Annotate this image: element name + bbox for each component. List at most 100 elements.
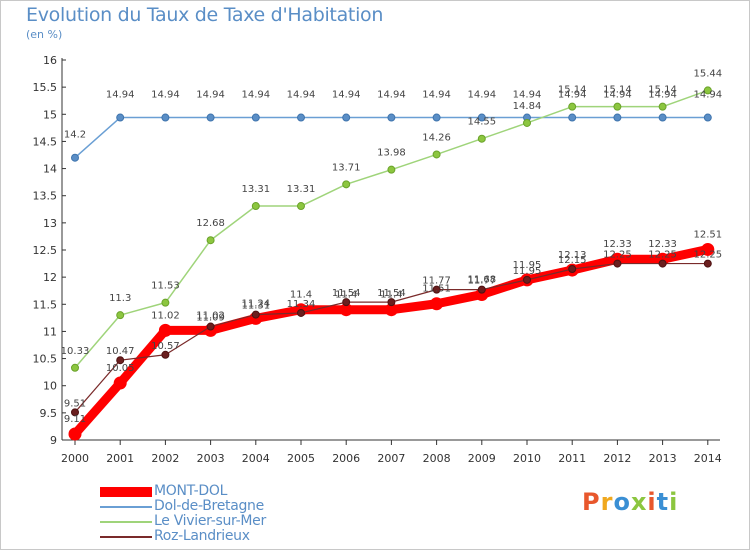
data-point-roz-landrieux — [658, 259, 667, 268]
y-tick-label: 11 — [43, 325, 57, 338]
logo-letter: o — [613, 488, 631, 516]
data-point-le-vivier-sur-mer — [342, 180, 351, 189]
logo-letter: P — [582, 488, 601, 516]
data-point-le-vivier-sur-mer — [206, 236, 215, 245]
data-label-roz-landrieux: 11.77 — [422, 276, 451, 287]
data-point-roz-landrieux — [432, 285, 441, 294]
x-tick-label: 2010 — [513, 452, 541, 465]
x-tick-label: 2000 — [61, 452, 89, 465]
data-point-le-vivier-sur-mer — [477, 134, 486, 143]
data-label-mont-dol: 11.95 — [513, 260, 542, 271]
data-label-roz-landrieux: 11.95 — [513, 266, 542, 277]
logo-letter: x — [630, 488, 648, 516]
data-point-roz-landrieux — [703, 259, 712, 268]
data-label-dol-de-bretagne: 14.94 — [693, 90, 722, 101]
data-label-roz-landrieux: 11.34 — [287, 299, 316, 310]
data-label-dol-de-bretagne: 14.94 — [467, 90, 496, 101]
data-point-roz-landrieux — [251, 310, 260, 319]
data-label-le-vivier-sur-mer: 10.33 — [61, 346, 90, 357]
data-label-mont-dol: 11.4 — [335, 290, 357, 301]
data-label-le-vivier-sur-mer: 12.68 — [196, 218, 225, 229]
legend-label: MONT-DOL — [154, 483, 228, 499]
data-label-dol-de-bretagne: 14.94 — [196, 90, 225, 101]
data-label-mont-dol: 11.68 — [467, 275, 496, 286]
logo-letter: t — [656, 488, 670, 516]
y-tick-label: 11.5 — [33, 298, 58, 311]
data-label-dol-de-bretagne: 14.94 — [151, 90, 180, 101]
x-tick-label: 2014 — [694, 452, 722, 465]
data-label-mont-dol: 11.4 — [290, 290, 312, 301]
data-label-mont-dol: 11.02 — [196, 310, 225, 321]
data-label-le-vivier-sur-mer: 15.14 — [648, 85, 677, 96]
x-tick-label: 2004 — [242, 452, 270, 465]
data-label-mont-dol: 11.02 — [151, 310, 180, 321]
data-point-le-vivier-sur-mer — [703, 86, 712, 95]
data-label-le-vivier-sur-mer: 13.98 — [377, 148, 406, 159]
data-point-le-vivier-sur-mer — [251, 202, 260, 211]
data-label-le-vivier-sur-mer: 15.14 — [603, 85, 632, 96]
x-tick-label: 2011 — [558, 452, 586, 465]
x-tick-label: 2008 — [423, 452, 451, 465]
legend-swatch — [100, 520, 152, 523]
data-point-dol-de-bretagne — [206, 113, 215, 122]
data-point-dol-de-bretagne — [116, 113, 125, 122]
data-point-le-vivier-sur-mer — [568, 102, 577, 111]
legend-item: Le Vivier-sur-Mer — [100, 514, 266, 529]
data-label-roz-landrieux: 9.51 — [64, 398, 86, 409]
data-label-roz-landrieux: 12.25 — [648, 250, 677, 261]
data-point-dol-de-bretagne — [161, 113, 170, 122]
data-point-le-vivier-sur-mer — [613, 102, 622, 111]
y-tick-label: 15.5 — [33, 81, 58, 94]
data-label-le-vivier-sur-mer: 11.3 — [109, 293, 131, 304]
data-point-roz-landrieux — [523, 275, 531, 284]
x-tick-label: 2007 — [377, 452, 405, 465]
data-point-mont-dol — [430, 297, 444, 311]
data-label-le-vivier-sur-mer: 15.14 — [558, 85, 587, 96]
data-label-le-vivier-sur-mer: 14.55 — [467, 117, 496, 128]
data-point-dol-de-bretagne — [71, 153, 79, 162]
legend: MONT-DOL Dol-de-Bretagne Le Vivier-sur-Mer… — [100, 484, 266, 544]
data-label-dol-de-bretagne: 14.94 — [558, 90, 587, 101]
y-tick-label: 13 — [43, 217, 57, 230]
data-point-roz-landrieux — [71, 408, 79, 417]
legend-swatch — [100, 535, 152, 538]
data-point-dol-de-bretagne — [613, 113, 622, 122]
y-tick-label: 9.5 — [40, 407, 58, 420]
data-label-mont-dol: 10.05 — [106, 363, 135, 374]
x-tick-label: 2006 — [332, 452, 360, 465]
data-label-roz-landrieux: 12.15 — [558, 255, 587, 266]
data-label-dol-de-bretagne: 14.94 — [106, 90, 135, 101]
data-point-roz-landrieux — [342, 298, 351, 307]
data-point-roz-landrieux — [116, 356, 125, 365]
data-label-roz-landrieux: 11.54 — [377, 288, 406, 299]
data-label-le-vivier-sur-mer: 13.31 — [241, 184, 270, 195]
legend-item: MONT-DOL — [100, 484, 266, 499]
data-point-roz-landrieux — [613, 259, 622, 268]
data-label-dol-de-bretagne: 14.94 — [422, 90, 451, 101]
data-point-mont-dol — [113, 376, 127, 390]
data-label-le-vivier-sur-mer: 14.84 — [513, 101, 542, 112]
x-tick-label: 2003 — [197, 452, 225, 465]
x-tick-label: 2009 — [468, 452, 496, 465]
data-point-le-vivier-sur-mer — [297, 202, 305, 211]
x-tick-label: 2012 — [603, 452, 631, 465]
series-layer — [68, 86, 715, 441]
data-point-mont-dol — [158, 323, 172, 337]
logo-letter: i — [669, 488, 679, 516]
y-tick-label: 10 — [43, 380, 57, 393]
data-point-roz-landrieux — [161, 350, 170, 359]
legend-label: Roz-Landrieux — [154, 528, 250, 544]
data-label-dol-de-bretagne: 14.94 — [648, 90, 677, 101]
data-label-mont-dol: 12.51 — [693, 229, 722, 240]
chart-title: Evolution du Taux de Taxe d'Habitation — [26, 4, 384, 26]
data-point-mont-dol — [68, 427, 82, 441]
data-point-roz-landrieux — [387, 298, 396, 307]
legend-item: Dol-de-Bretagne — [100, 499, 266, 514]
x-tick-label: 2001 — [106, 452, 134, 465]
data-label-roz-landrieux: 10.47 — [106, 346, 135, 357]
data-label-roz-landrieux: 11.31 — [241, 301, 270, 312]
data-labels-layer: 14.214.94 14.94 14.94 14.94 14.94 14.94 14.94 1… — [61, 68, 722, 425]
x-tick-label: 2005 — [287, 452, 315, 465]
